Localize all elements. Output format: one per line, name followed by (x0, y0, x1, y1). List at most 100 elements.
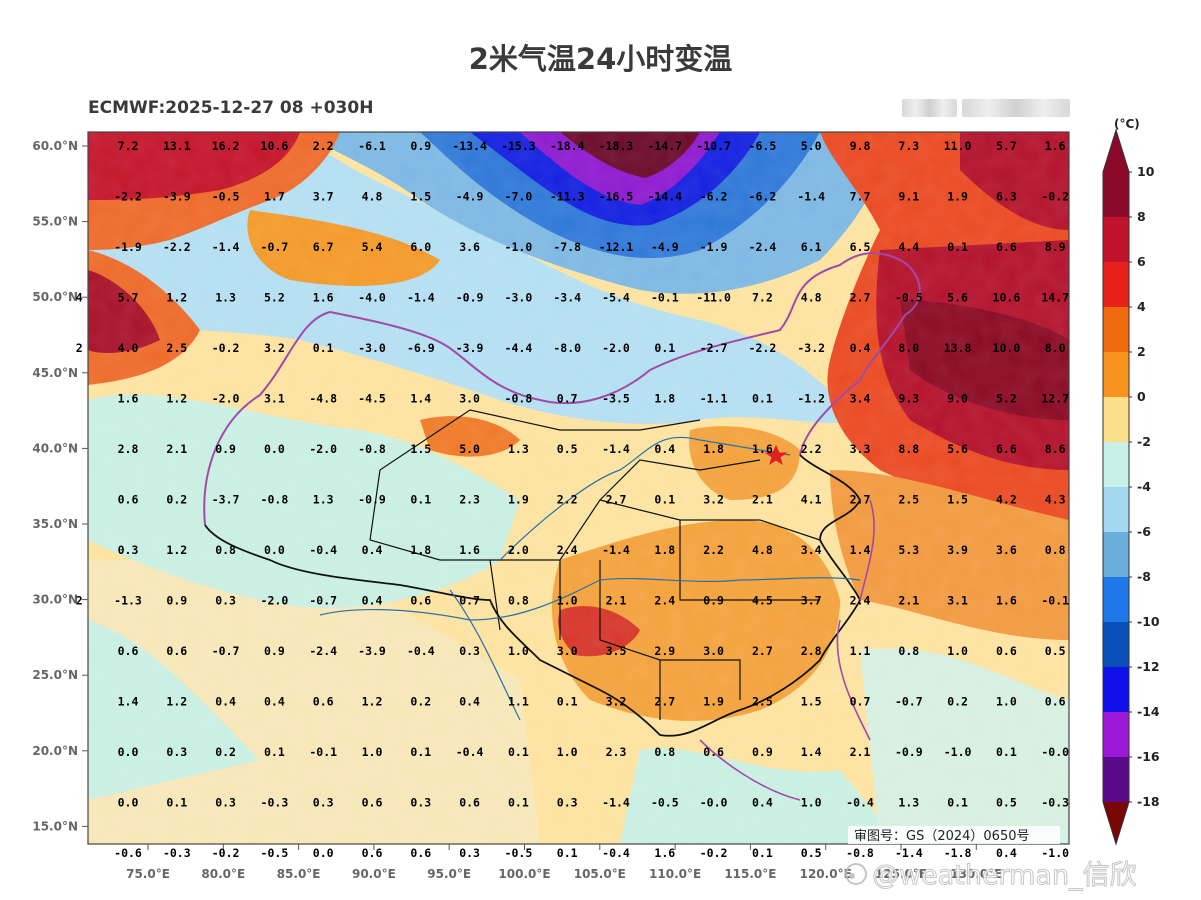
lon-label: 75.0°E (126, 867, 170, 881)
station-value: 1.0 (947, 644, 968, 658)
station-value: 1.2 (166, 392, 187, 406)
lat-label: 30.0°N (32, 593, 78, 607)
station-value: 7.3 (898, 139, 919, 153)
station-value: 8.8 (898, 442, 919, 456)
lon-label: 105.0°E (574, 867, 626, 881)
lat-label: 55.0°N (32, 215, 78, 229)
station-value: 2.1 (898, 594, 919, 608)
station-value: -1.4 (212, 240, 240, 254)
station-value: 1.8 (703, 442, 724, 456)
colorbar-label: 2 (1137, 344, 1146, 359)
station-value: 5.2 (996, 392, 1017, 406)
station-value: 0.2 (215, 745, 236, 759)
station-value: 0.6 (996, 644, 1017, 658)
station-value: -0.0 (1041, 745, 1069, 759)
station-value: 0.4 (654, 442, 675, 456)
lat-label: 15.0°N (32, 819, 78, 833)
colorbar-label: -6 (1137, 524, 1151, 539)
station-value: -12.1 (599, 240, 634, 254)
station-value: 7.2 (118, 139, 139, 153)
station-value: -13.4 (452, 139, 487, 153)
station-value: -0.8 (505, 392, 533, 406)
station-value: 2.2 (557, 493, 578, 507)
station-value: 2.8 (801, 644, 822, 658)
station-value: 0.8 (215, 543, 236, 557)
station-value: 6.6 (996, 240, 1017, 254)
station-value: 2.1 (752, 493, 773, 507)
station-value: -0.8 (846, 846, 874, 860)
field-texture (88, 132, 1069, 844)
station-value: 0.5 (557, 442, 578, 456)
station-value: -3.9 (163, 190, 191, 204)
station-value: 0.7 (557, 392, 578, 406)
station-value: 2.4 (850, 594, 871, 608)
station-value: 1.2 (166, 695, 187, 709)
station-value: -2.0 (602, 341, 630, 355)
station-value: -0.5 (261, 846, 289, 860)
station-value: 3.2 (606, 695, 627, 709)
province-borders (369, 409, 821, 720)
colorbar-label: -16 (1137, 749, 1160, 764)
station-value: -11.3 (550, 190, 585, 204)
station-value: 5.7 (996, 139, 1017, 153)
station-value: 1.3 (508, 442, 529, 456)
station-value: -2.0 (309, 442, 337, 456)
station-value: 0.6 (362, 796, 383, 810)
station-value: -1.8 (944, 846, 972, 860)
station-value: 10.6 (261, 139, 289, 153)
station-value: 0.1 (654, 493, 675, 507)
colorbar-label: 6 (1137, 254, 1146, 269)
station-value: -0.9 (358, 493, 386, 507)
station-value: 2.1 (166, 442, 187, 456)
station-value: 0.0 (264, 442, 285, 456)
colorbar-label: -10 (1137, 614, 1160, 629)
station-value: 0.4 (850, 341, 871, 355)
colorbar-band (1103, 217, 1129, 263)
station-value: 1.8 (654, 392, 675, 406)
station-value: -0.4 (456, 745, 484, 759)
station-value: -8.0 (553, 341, 581, 355)
station-value: 11.0 (944, 139, 972, 153)
station-value: 1.4 (410, 392, 431, 406)
station-value: 0.9 (264, 644, 285, 658)
station-value: 16.2 (212, 139, 240, 153)
station-value: 0.6 (459, 796, 480, 810)
station-value: 1.0 (996, 695, 1017, 709)
station-value: 1.4 (118, 695, 139, 709)
station-value: 0.6 (118, 493, 139, 507)
station-value: 1.5 (410, 442, 431, 456)
colorbar-label: -12 (1137, 659, 1160, 674)
station-value: -0.8 (261, 493, 289, 507)
station-value: 0.4 (996, 846, 1017, 860)
station-value: 1.8 (654, 543, 675, 557)
station-value: 6.7 (313, 240, 334, 254)
station-value: -3.5 (602, 392, 630, 406)
lon-label: 90.0°E (352, 867, 396, 881)
station-value: 0.4 (362, 594, 383, 608)
station-value: -15.3 (501, 139, 536, 153)
station-value: 1.9 (947, 190, 968, 204)
lon-label: 110.0°E (649, 867, 701, 881)
station-value: 1.3 (898, 796, 919, 810)
station-value: 0.9 (703, 594, 724, 608)
colorbar-band (1103, 307, 1129, 353)
station-value: 6.5 (850, 240, 871, 254)
station-value: 2.2 (313, 139, 334, 153)
station-value: 0.3 (215, 594, 236, 608)
station-value: 0.3 (215, 796, 236, 810)
station-value: -14.7 (647, 139, 682, 153)
station-value: -1.0 (505, 240, 533, 254)
station-value: 0.1 (996, 745, 1017, 759)
station-value: -0.3 (163, 846, 191, 860)
station-value: 4.3 (1045, 493, 1066, 507)
station-value: 5.4 (362, 240, 383, 254)
station-value: -1.0 (944, 745, 972, 759)
lat-label: 40.0°N (32, 441, 78, 455)
station-value: 3.6 (996, 543, 1017, 557)
station-value: -1.3 (114, 594, 142, 608)
station-value: 0.1 (557, 695, 578, 709)
station-value: 0.9 (752, 745, 773, 759)
colorbar-label: -8 (1137, 569, 1151, 584)
station-value: -0.2 (212, 846, 240, 860)
station-value: -1.9 (114, 240, 142, 254)
